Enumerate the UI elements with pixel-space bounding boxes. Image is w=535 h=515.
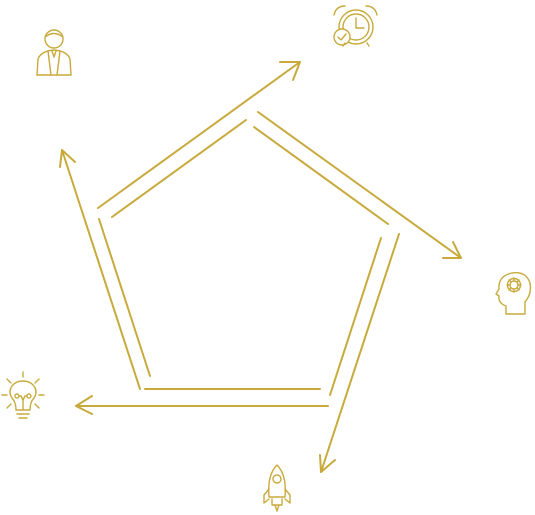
inner-edge-left: [98, 218, 151, 377]
head-gear-icon: [495, 272, 532, 315]
outer-edge-top-right: [257, 111, 462, 259]
arrow-head-left: [75, 395, 93, 415]
inner-edge-top-left: [111, 119, 247, 218]
inner-edge-right: [329, 237, 382, 396]
outer-edge-right: [320, 233, 400, 473]
inner-edge-top-right: [253, 126, 389, 225]
arrow-head-top-left: [59, 149, 76, 168]
rocket-icon: [263, 464, 291, 512]
arrow-head-bottom: [319, 454, 336, 473]
arrow-head-right: [442, 241, 462, 259]
lightbulb-icon: [1, 371, 45, 419]
outer-edge-left: [61, 149, 141, 390]
alarm-clock-check-icon: [333, 5, 378, 47]
arrow-head-top-right: [279, 61, 301, 81]
outer-edge-top-left: [97, 61, 301, 209]
businessman-icon: [36, 29, 72, 76]
cycle-inner-path: [98, 119, 389, 396]
cycle-outer-path: [59, 61, 462, 473]
